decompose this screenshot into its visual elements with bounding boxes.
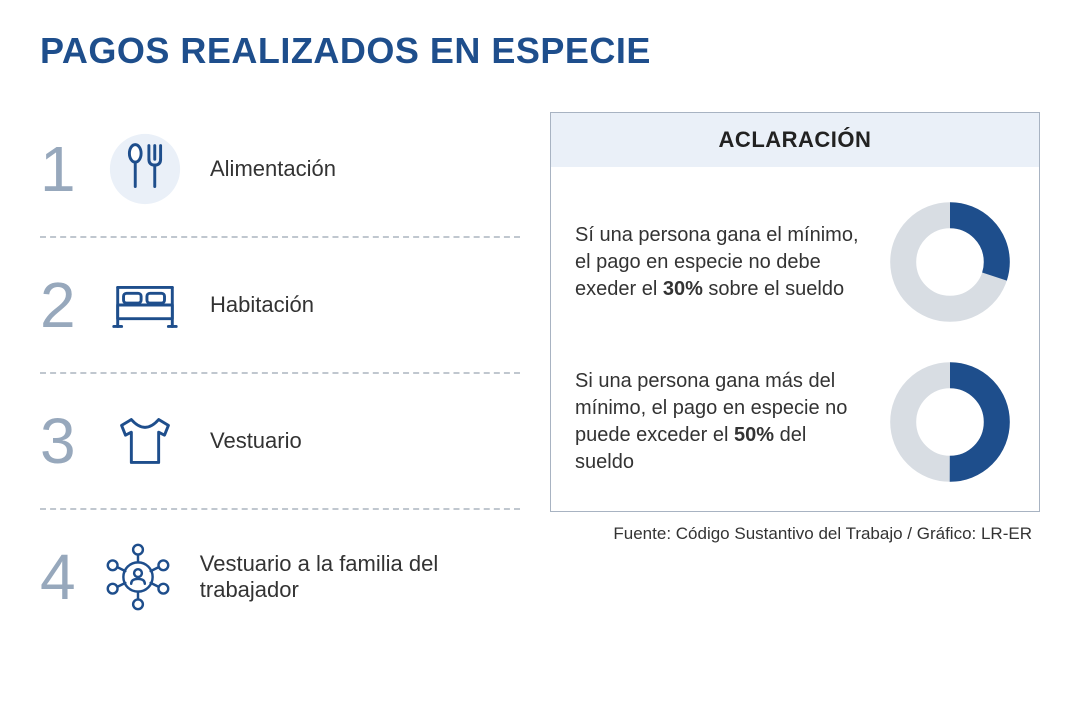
panel-header: ACLARACIÓN — [551, 113, 1039, 167]
item-label: Vestuario a la familia del trabajador — [200, 551, 520, 603]
item-number: 2 — [40, 273, 100, 337]
list-item: 1 Alimentación — [40, 102, 520, 238]
list-item: 2 Habitación — [40, 238, 520, 374]
item-label: Alimentación — [210, 156, 336, 182]
item-label: Habitación — [210, 292, 314, 318]
list-item: 3 Vestuario — [40, 374, 520, 510]
content: 1 Alimentación 2 — [40, 102, 1040, 644]
item-number: 1 — [40, 137, 100, 201]
rule-text: Si una persona gana más del mínimo, el p… — [575, 368, 865, 476]
food-icon — [100, 124, 190, 214]
item-number: 3 — [40, 409, 100, 473]
rule-item: Sí una persona gana el mínimo, el pago e… — [575, 197, 1015, 327]
source-text: Fuente: Código Sustantivo del Trabajo / … — [550, 524, 1040, 544]
list-item: 4 — [40, 510, 520, 644]
rule-text: Sí una persona gana el mínimo, el pago e… — [575, 222, 865, 303]
item-number: 4 — [40, 545, 96, 609]
shirt-icon — [100, 396, 190, 486]
donut-chart — [885, 357, 1015, 487]
clarification-panel: ACLARACIÓN Sí una persona gana el mínimo… — [550, 102, 1040, 644]
items-list: 1 Alimentación 2 — [40, 102, 520, 644]
page-title: PAGOS REALIZADOS EN ESPECIE — [40, 30, 1040, 72]
bed-icon — [100, 260, 190, 350]
rule-item: Si una persona gana más del mínimo, el p… — [575, 357, 1015, 487]
family-network-icon — [96, 532, 180, 622]
item-label: Vestuario — [210, 428, 302, 454]
donut-chart — [885, 197, 1015, 327]
